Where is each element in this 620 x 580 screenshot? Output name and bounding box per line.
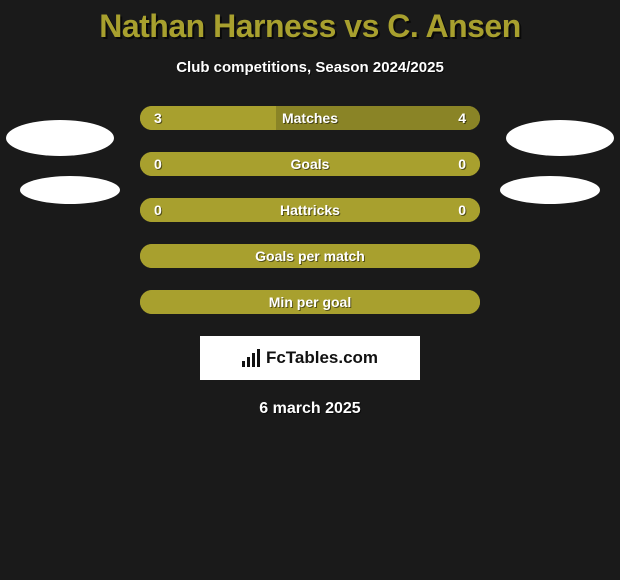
footer-date: 6 march 2025	[0, 400, 620, 418]
stat-label: Matches	[282, 106, 338, 130]
stat-label: Hattricks	[280, 198, 340, 222]
stat-value-left: 0	[154, 198, 162, 222]
source-logo-text: FcTables.com	[266, 348, 378, 368]
comparison-card: Nathan Harness vs C. Ansen Club competit…	[0, 0, 620, 418]
stat-value-right: 0	[458, 152, 466, 176]
stat-label: Min per goal	[269, 290, 351, 314]
stat-value-right: 0	[458, 198, 466, 222]
stat-value-right: 4	[458, 106, 466, 130]
stat-row: 0 0 Goals	[140, 152, 480, 176]
stat-row: 3 4 Matches	[140, 106, 480, 130]
bar-chart-icon	[242, 349, 260, 367]
stats-block: 3 4 Matches 0 0 Goals 0 0 Hattricks Goals per mat…	[0, 106, 620, 314]
stat-value-left: 0	[154, 152, 162, 176]
stat-row: 0 0 Hattricks	[140, 198, 480, 222]
source-logo: FcTables.com	[242, 348, 378, 368]
stat-value-left: 3	[154, 106, 162, 130]
stat-row: Goals per match	[140, 244, 480, 268]
stat-label: Goals per match	[255, 244, 365, 268]
stat-label: Goals	[291, 152, 330, 176]
stat-row: Min per goal	[140, 290, 480, 314]
page-subtitle: Club competitions, Season 2024/2025	[0, 59, 620, 76]
page-title: Nathan Harness vs C. Ansen	[0, 8, 620, 45]
source-logo-box: FcTables.com	[200, 336, 420, 380]
